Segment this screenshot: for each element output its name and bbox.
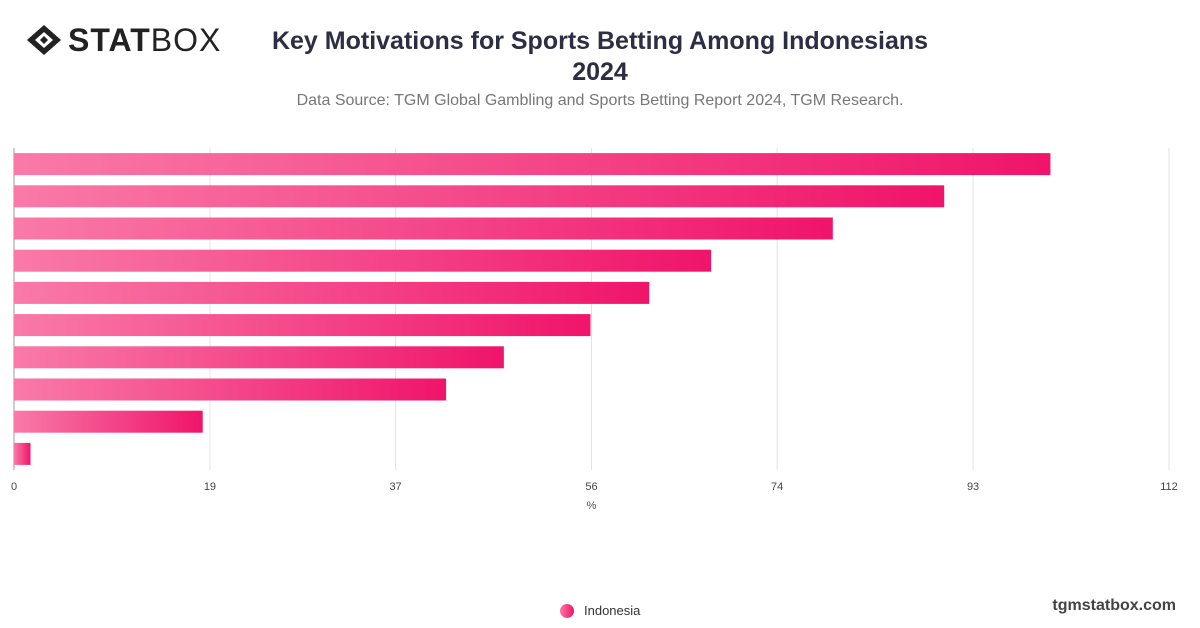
legend-label: Indonesia — [584, 603, 641, 618]
x-tick-label: 19 — [204, 481, 216, 493]
logo-bold-text: STAT — [68, 22, 151, 58]
bar[interactable] — [14, 442, 31, 465]
diamond-logo-icon — [27, 25, 61, 55]
legend-marker-icon — [560, 603, 574, 618]
bar[interactable] — [14, 185, 945, 208]
bar[interactable] — [14, 249, 712, 272]
chart-title-line2: 2024 — [572, 58, 628, 86]
bar[interactable] — [14, 281, 650, 304]
bars-group — [14, 153, 1051, 465]
bar[interactable] — [14, 153, 1051, 176]
bar[interactable] — [14, 346, 504, 369]
bar[interactable] — [14, 314, 591, 337]
chart-subtitle: Data Source: TGM Global Gambling and Spo… — [296, 92, 904, 109]
logo-text: STATBOX — [68, 24, 221, 56]
site-url: tgmstatbox.com — [1052, 597, 1176, 614]
chart-title-line1: Key Motivations for Sports Betting Among… — [271, 27, 929, 55]
statbox-logo: STATBOX — [26, 24, 221, 56]
logo-light-text: BOX — [150, 22, 222, 58]
bar[interactable] — [14, 378, 447, 401]
x-axis-ticks: 0 19 37 56 74 93 112 — [11, 481, 1178, 493]
x-tick-label: 74 — [771, 481, 783, 493]
legend[interactable]: Indonesia — [560, 603, 640, 618]
bar[interactable] — [14, 410, 203, 433]
x-tick-label: 37 — [389, 481, 401, 493]
chart-title: Key Motivations for Sports Betting Among… — [200, 26, 1000, 88]
x-tick-label: 93 — [967, 481, 979, 493]
x-axis-label: % — [587, 500, 597, 512]
x-tick-label: 0 — [11, 481, 17, 493]
bar[interactable] — [14, 217, 833, 240]
x-tick-label: 112 — [1160, 481, 1178, 493]
x-tick-label: 56 — [585, 481, 597, 493]
